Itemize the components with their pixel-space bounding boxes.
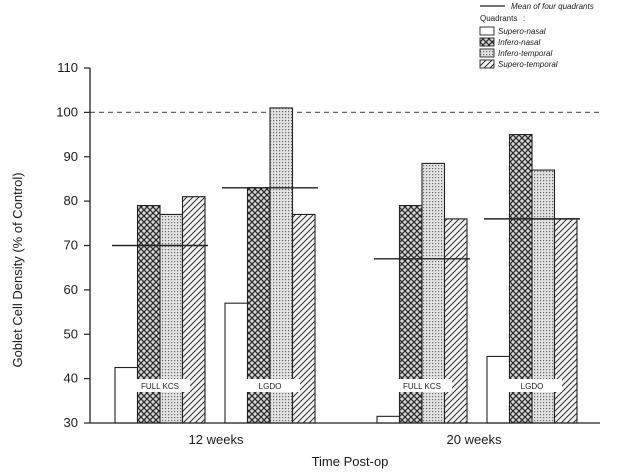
legend-colon: : <box>523 14 525 23</box>
subgroup-label: LGDO <box>259 382 282 391</box>
bars-layer <box>114 107 578 424</box>
legend-entry: Supero-temporal <box>498 60 558 69</box>
legend-swatch <box>479 48 495 58</box>
legend-entry: Infero-temporal <box>498 49 552 58</box>
legend-items: Supero-nasal Infero-nasal Infero-temporal S… <box>479 26 558 69</box>
bar-label-bg <box>392 379 452 392</box>
y-tick-label: 30 <box>64 415 78 430</box>
legend-mean-label: Mean of four quadrants <box>511 2 594 11</box>
legend-quadrants-heading: Quadrants <box>480 14 517 23</box>
subgroup-label: FULL KCS <box>403 382 441 391</box>
x-tick-label: 20 weeks <box>447 432 502 447</box>
bar-labels-layer: FULL KCS LGDO FULL KCS LGDO <box>130 379 562 392</box>
y-tick-label: 80 <box>64 193 78 208</box>
x-axis-label: Time Post-op <box>312 454 389 469</box>
means-layer <box>112 187 580 260</box>
bar-supero-nasal <box>114 366 139 424</box>
subgroup-label: FULL KCS <box>141 382 179 391</box>
y-tick-label: 110 <box>57 60 78 75</box>
y-tick-label: 60 <box>64 282 78 297</box>
legend-swatch <box>479 37 495 47</box>
legend-entry: Infero-nasal <box>498 38 540 47</box>
bar-supero-temporal <box>443 218 468 424</box>
y-tick-label: 90 <box>64 149 78 164</box>
y-tick-label: 40 <box>64 371 78 386</box>
y-tick-label: 50 <box>64 326 78 341</box>
bar-label-bg <box>502 379 562 392</box>
y-tick-label: 100 <box>56 104 78 119</box>
x-axis: 12 weeks 20 weeks <box>90 422 600 447</box>
x-tick-label: 12 weeks <box>189 432 244 447</box>
subgroup-label: LGDO <box>521 382 544 391</box>
legend-swatch <box>479 26 495 36</box>
bar-label-bg <box>240 379 300 392</box>
legend-swatch <box>479 59 495 69</box>
y-axis: 30 40 50 60 70 80 90 100 110 <box>56 60 91 430</box>
y-axis-label: Goblet Cell Density (% of Control) <box>10 172 25 367</box>
bar-supero-nasal <box>224 302 249 424</box>
bar-label-bg <box>130 379 190 392</box>
y-tick-label: 70 <box>64 238 78 253</box>
legend-entry: Supero-nasal <box>498 27 546 36</box>
legend: Mean of four quadrants Quadrants : Super… <box>479 2 594 69</box>
bar-infero-temporal <box>269 107 294 424</box>
bar-supero-temporal <box>553 218 578 424</box>
bar-supero-nasal <box>376 415 401 424</box>
